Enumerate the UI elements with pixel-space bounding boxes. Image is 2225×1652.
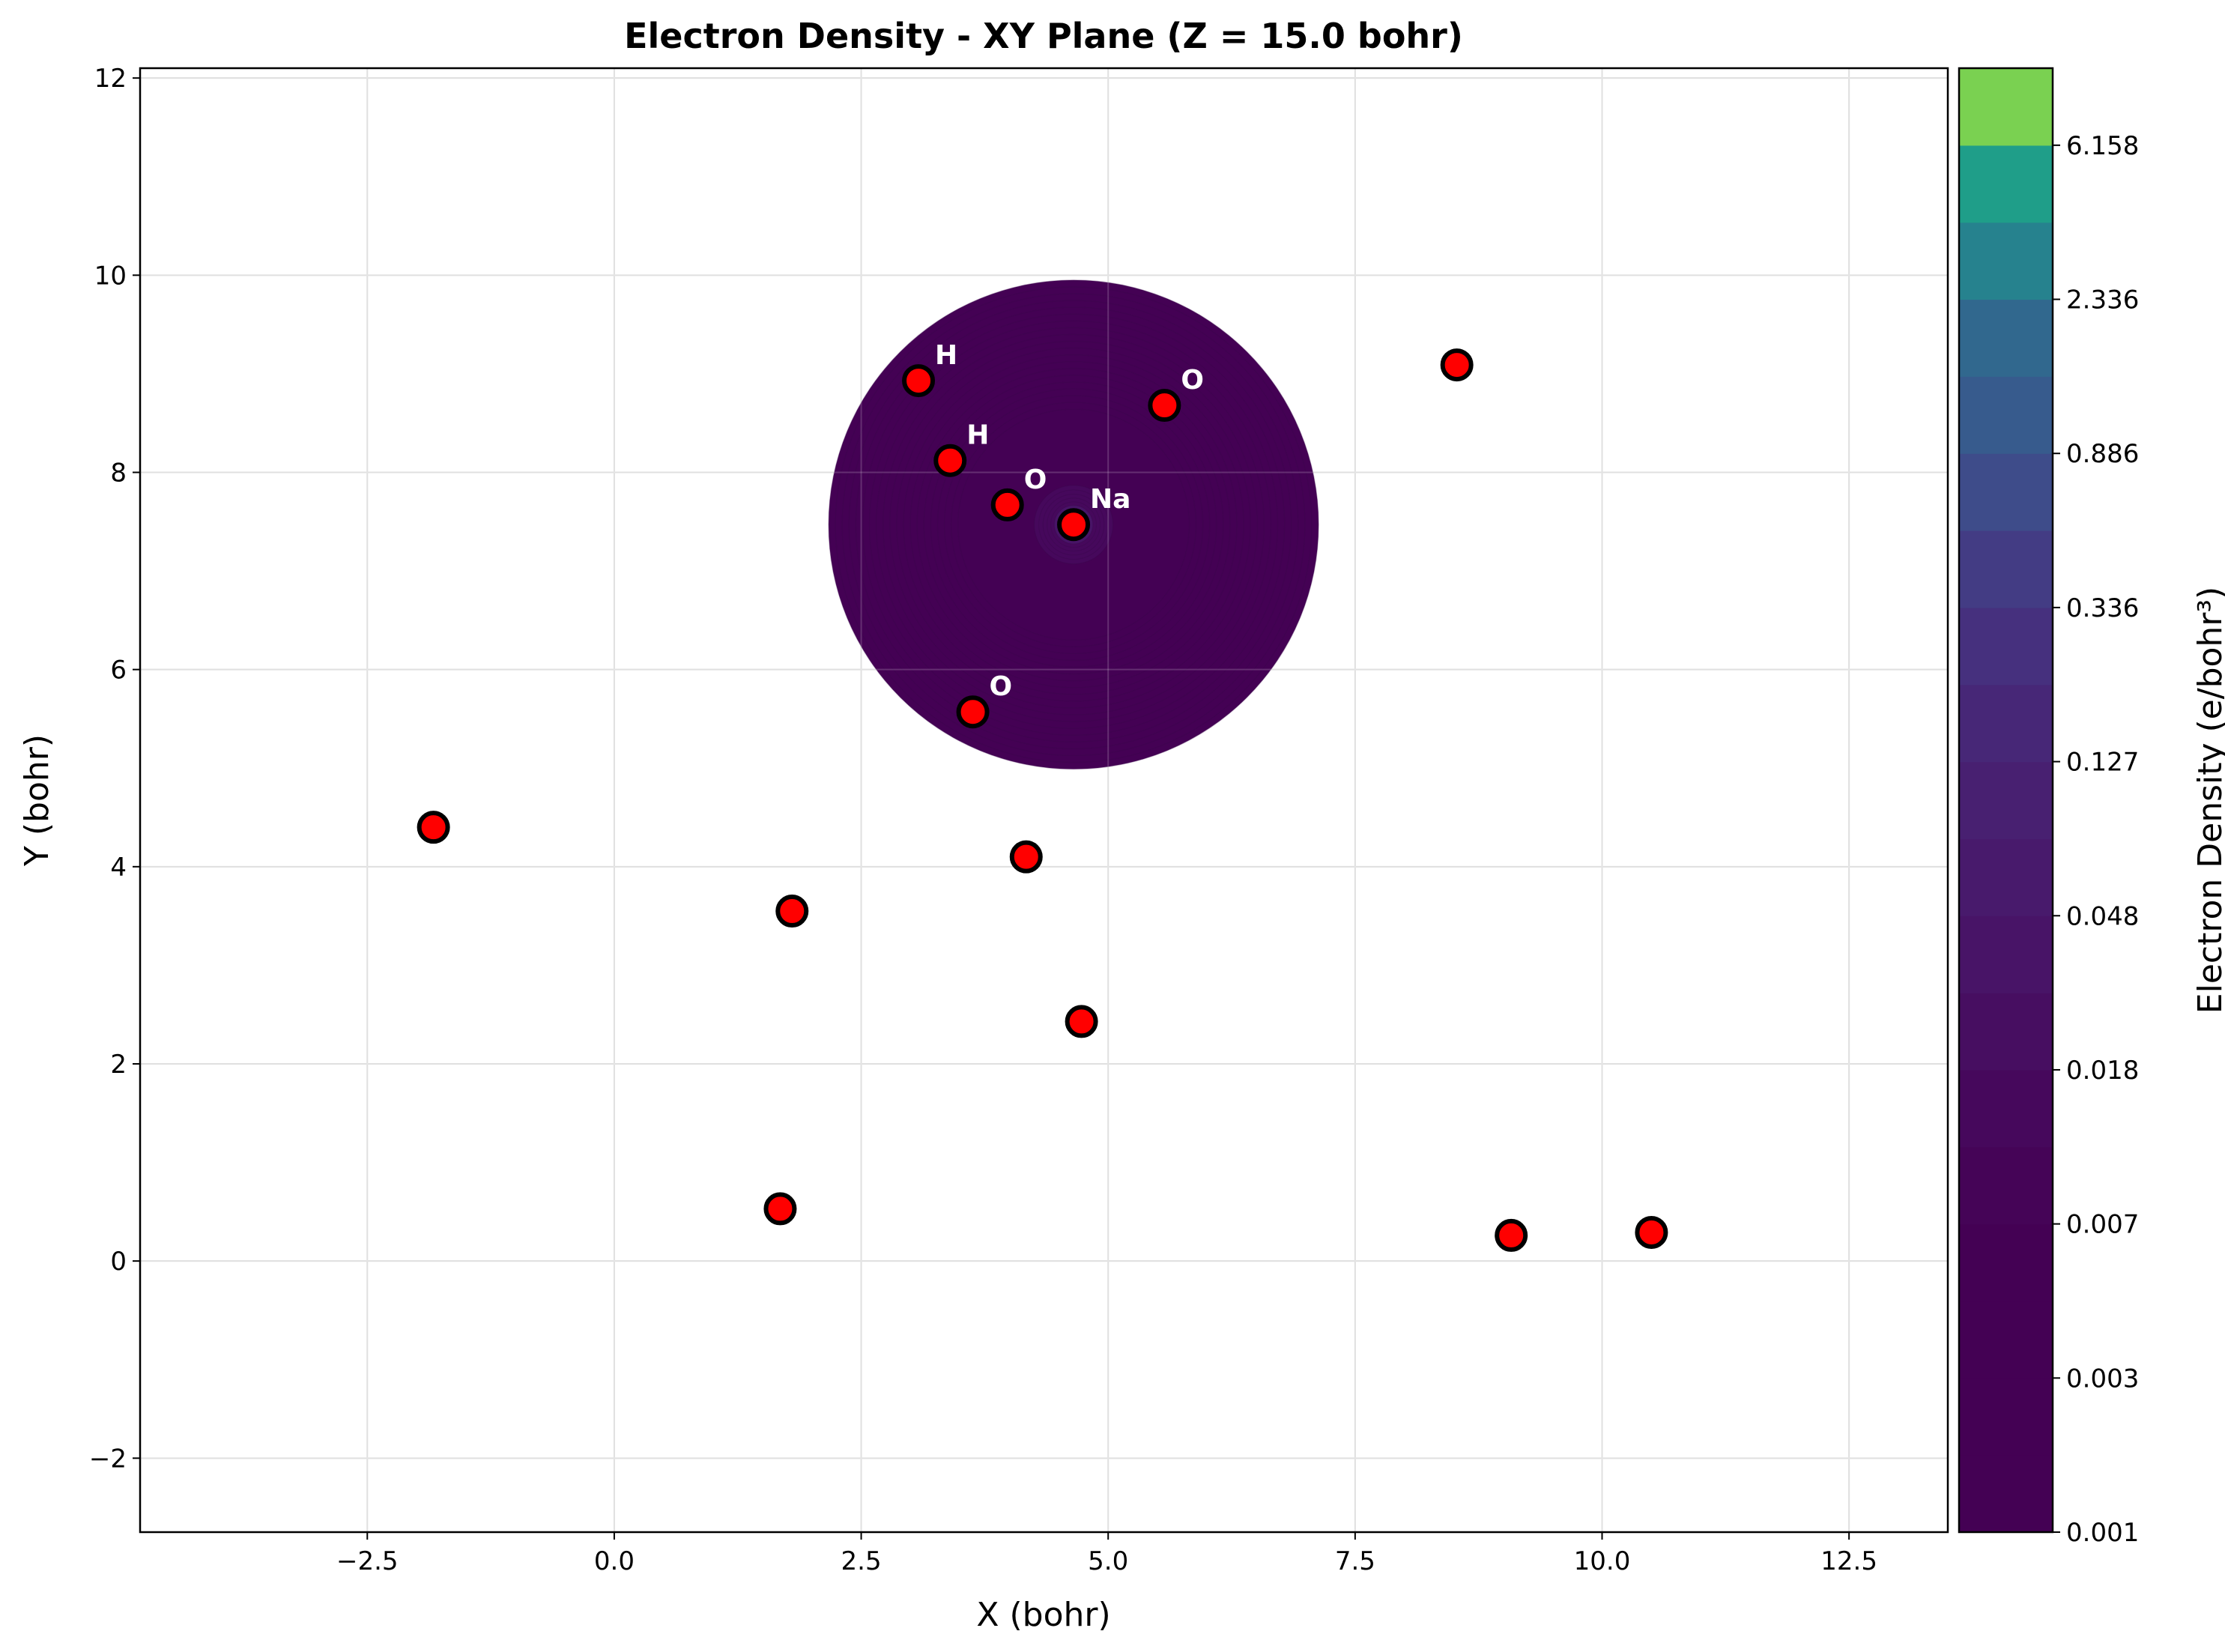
colorbar-band-11	[1959, 607, 2053, 686]
x-tick-label-3: 5.0	[1088, 1546, 1128, 1576]
atom-marker-8	[775, 895, 809, 928]
colorbar-band-13	[1959, 453, 2053, 531]
y-axis-ticks: −2 0 2 4 6 8 10 12	[89, 64, 140, 1474]
colorbar-tick-label-3: 0.018	[2066, 1056, 2139, 1086]
atom-marker-12	[1495, 1218, 1528, 1252]
atoms-layer: Na O H H O O	[417, 340, 1668, 1252]
colorbar-band-15	[1959, 299, 2053, 377]
colorbar-band-18	[1959, 68, 2053, 146]
x-axis-label: X (bohr)	[976, 1596, 1110, 1634]
colorbar-tick-label-8: 2.336	[2066, 285, 2139, 315]
colorbar-tick-label-7: 0.886	[2066, 439, 2139, 469]
atom-label-3: H	[935, 340, 957, 371]
colorbar-tick-label-1: 0.003	[2066, 1364, 2139, 1394]
x-tick-label-0: −2.5	[336, 1546, 399, 1576]
colorbar-band-14	[1959, 376, 2053, 454]
atom-marker-5	[956, 695, 990, 729]
colorbar-band-3	[1959, 1223, 2053, 1302]
y-tick-label-1: 0	[110, 1247, 127, 1277]
atom-marker-7	[417, 811, 450, 844]
y-tick-label-7: 12	[94, 64, 127, 94]
colorbar-band-17	[1959, 145, 2053, 223]
atom-marker-13	[1635, 1215, 1668, 1249]
colorbar-tick-label-9: 6.158	[2066, 131, 2139, 161]
y-tick-label-2: 2	[110, 1050, 127, 1080]
y-axis-label: Y (bohr)	[18, 734, 56, 867]
atom-label-0: Na	[1090, 484, 1130, 515]
colorbar-band-0	[1959, 1455, 2053, 1533]
colorbar-band-5	[1959, 1069, 2053, 1148]
colorbar-band-2	[1959, 1301, 2053, 1379]
atom-label-1: O	[1024, 465, 1047, 495]
chart-title: Electron Density - XY Plane (Z = 15.0 bo…	[624, 16, 1463, 56]
colorbar-band-9	[1959, 761, 2053, 840]
x-tick-label-4: 7.5	[1335, 1546, 1375, 1576]
x-tick-label-1: 0.0	[594, 1546, 635, 1576]
y-tick-label-3: 4	[110, 853, 127, 883]
atom-marker-3	[902, 364, 936, 398]
colorbar-band-10	[1959, 684, 2053, 763]
colorbar-tick-label-6: 0.336	[2066, 593, 2139, 623]
y-tick-label-5: 8	[110, 458, 127, 488]
colorbar-tick-label-4: 0.048	[2066, 901, 2139, 931]
atom-label-5: O	[990, 671, 1013, 702]
colorbar-tick-label-2: 0.007	[2066, 1210, 2139, 1240]
colorbar: 0.001 0.003 0.007 0.018 0.048 0.127 0.336 0.886…	[1958, 67, 2139, 1548]
colorbar-band-6	[1959, 993, 2053, 1071]
atom-marker-9	[1009, 840, 1043, 874]
atom-label-4: O	[1181, 365, 1204, 396]
y-tick-label-6: 10	[94, 261, 127, 291]
x-tick-label-5: 10.0	[1574, 1546, 1631, 1576]
atom-marker-1	[990, 488, 1024, 521]
colorbar-label: Electron Density (e/bohr³)	[2191, 587, 2225, 1014]
colorbar-band-7	[1959, 916, 2053, 993]
colorbar-band-12	[1959, 530, 2053, 608]
atom-marker-11	[763, 1192, 797, 1226]
y-tick-label-4: 6	[110, 656, 127, 686]
x-tick-label-2: 2.5	[841, 1546, 882, 1576]
colorbar-tick-label-0: 0.001	[2066, 1518, 2139, 1548]
colorbar-band-4	[1959, 1146, 2053, 1225]
colorbar-tick-label-5: 0.127	[2066, 748, 2139, 778]
atom-label-2: H	[966, 420, 989, 451]
grid-overlay	[140, 68, 1948, 1532]
atom-marker-2	[933, 444, 967, 477]
atom-marker-4	[1148, 389, 1181, 423]
atom-marker-6	[1440, 348, 1474, 382]
colorbar-frame	[1958, 67, 2054, 1534]
colorbar-band-8	[1959, 838, 2053, 916]
colorbar-band-1	[1959, 1378, 2053, 1456]
plot-frame	[139, 67, 1949, 1534]
atom-marker-10	[1065, 1005, 1098, 1038]
y-tick-label-0: −2	[89, 1444, 127, 1474]
x-tick-label-6: 12.5	[1820, 1546, 1877, 1576]
x-axis-ticks: −2.5 0.0 2.5 5.0 7.5 10.0 12.5	[336, 1532, 1877, 1576]
atom-marker-0	[1057, 508, 1091, 542]
colorbar-band-16	[1959, 222, 2053, 300]
